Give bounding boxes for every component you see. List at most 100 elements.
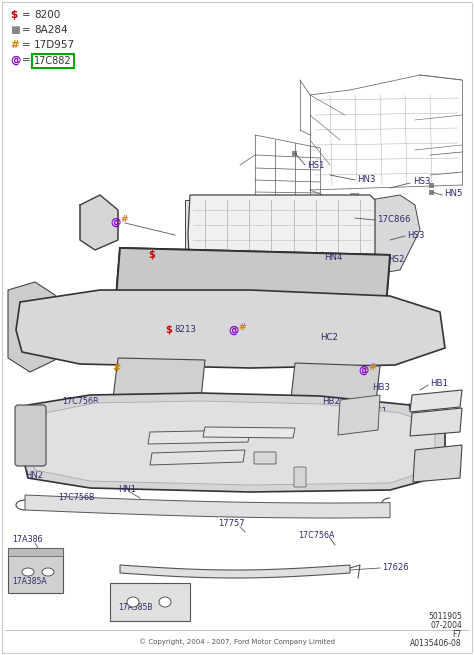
Text: @: @	[358, 365, 368, 375]
Text: HB1: HB1	[430, 379, 448, 388]
Polygon shape	[203, 427, 295, 438]
Polygon shape	[112, 358, 205, 408]
Polygon shape	[290, 363, 380, 410]
Text: =: =	[22, 40, 31, 50]
Circle shape	[187, 307, 203, 323]
Text: 17A861B: 17A861B	[152, 449, 186, 457]
Text: #: #	[112, 363, 120, 373]
Text: 8200: 8200	[34, 10, 60, 20]
Text: © Copyright, 2004 - 2007, Ford Motor Company Limited: © Copyright, 2004 - 2007, Ford Motor Com…	[139, 638, 335, 645]
Text: $: $	[10, 10, 17, 20]
Polygon shape	[410, 390, 462, 412]
Ellipse shape	[42, 568, 54, 576]
Bar	[429, 189, 435, 195]
Text: 17C756B: 17C756B	[58, 493, 94, 502]
Text: HN3: HN3	[357, 174, 375, 183]
Text: HB2: HB2	[322, 398, 340, 407]
Text: 17626: 17626	[382, 563, 409, 572]
Bar	[185, 200, 200, 270]
Polygon shape	[370, 195, 420, 275]
Text: #: #	[238, 324, 246, 333]
Text: 07-2004: 07-2004	[430, 621, 462, 630]
Circle shape	[183, 303, 207, 327]
Bar	[110, 583, 190, 621]
Text: HC2: HC2	[320, 333, 338, 341]
Polygon shape	[8, 282, 60, 372]
Text: 17B984: 17B984	[328, 472, 359, 481]
Text: 5011905: 5011905	[428, 612, 462, 621]
Bar	[8, 548, 63, 593]
Polygon shape	[115, 248, 390, 318]
Polygon shape	[150, 450, 245, 465]
Text: HS1: HS1	[307, 160, 325, 170]
FancyBboxPatch shape	[15, 405, 46, 466]
Polygon shape	[25, 495, 390, 518]
Text: HN1: HN1	[128, 426, 146, 434]
Text: @: @	[110, 217, 120, 227]
Text: A0135406-08: A0135406-08	[410, 639, 462, 648]
Ellipse shape	[22, 568, 34, 576]
Text: ■: ■	[10, 25, 20, 35]
FancyBboxPatch shape	[254, 452, 276, 464]
Ellipse shape	[127, 597, 139, 607]
Text: #: #	[10, 40, 19, 50]
Text: HN4: HN4	[324, 252, 343, 261]
Text: HB3: HB3	[372, 383, 390, 392]
Text: HB3: HB3	[407, 403, 425, 411]
Text: 17C756B: 17C756B	[62, 398, 99, 407]
Text: HN1: HN1	[118, 485, 136, 495]
Text: $: $	[165, 325, 172, 335]
Bar	[350, 193, 358, 198]
Text: HM1: HM1	[258, 445, 277, 455]
Text: HS3: HS3	[407, 231, 425, 240]
Text: 17C866: 17C866	[377, 214, 410, 223]
Text: 17A861A: 17A861A	[148, 417, 182, 426]
Text: 17A386: 17A386	[12, 536, 43, 544]
Polygon shape	[20, 393, 445, 492]
Text: HN2: HN2	[62, 411, 80, 421]
Text: HX2: HX2	[362, 424, 380, 434]
Text: @: @	[10, 55, 20, 65]
Polygon shape	[410, 408, 462, 436]
Text: HN5: HN5	[444, 189, 463, 198]
Text: #: #	[368, 364, 375, 373]
Text: HN2: HN2	[25, 470, 43, 479]
Text: 17A385B: 17A385B	[118, 603, 153, 612]
Polygon shape	[148, 430, 250, 444]
Text: =: =	[22, 10, 31, 20]
Text: 17C756A: 17C756A	[298, 531, 335, 540]
Text: 8213: 8213	[174, 326, 196, 335]
Text: 8A284: 8A284	[34, 25, 68, 35]
Text: 17757: 17757	[218, 519, 245, 529]
Bar	[8, 548, 63, 556]
Polygon shape	[338, 395, 380, 435]
Text: 17B749: 17B749	[215, 417, 246, 426]
Text: F7: F7	[453, 630, 462, 639]
Polygon shape	[188, 195, 375, 275]
Text: 17754: 17754	[430, 457, 457, 466]
Text: @: @	[228, 325, 238, 335]
Polygon shape	[80, 195, 118, 250]
Text: =: =	[22, 25, 31, 35]
Bar	[292, 151, 298, 155]
Bar	[312, 198, 320, 203]
Text: HS2: HS2	[387, 255, 404, 263]
Text: =: =	[22, 55, 31, 65]
Text: HX1: HX1	[293, 464, 310, 472]
Text: #: #	[120, 215, 128, 225]
Text: HB1: HB1	[25, 451, 43, 460]
Polygon shape	[16, 290, 445, 368]
Bar	[429, 183, 435, 187]
Text: 17D957: 17D957	[34, 40, 75, 50]
Text: 17C882: 17C882	[34, 56, 72, 66]
FancyBboxPatch shape	[294, 467, 306, 487]
Text: HC1: HC1	[369, 407, 387, 417]
Text: 17A385A: 17A385A	[12, 578, 46, 586]
Ellipse shape	[159, 597, 171, 607]
Polygon shape	[120, 565, 350, 578]
Polygon shape	[28, 401, 435, 485]
Text: HS3: HS3	[413, 178, 430, 187]
Text: $: $	[148, 250, 155, 260]
Bar	[292, 151, 298, 155]
Polygon shape	[413, 445, 462, 482]
